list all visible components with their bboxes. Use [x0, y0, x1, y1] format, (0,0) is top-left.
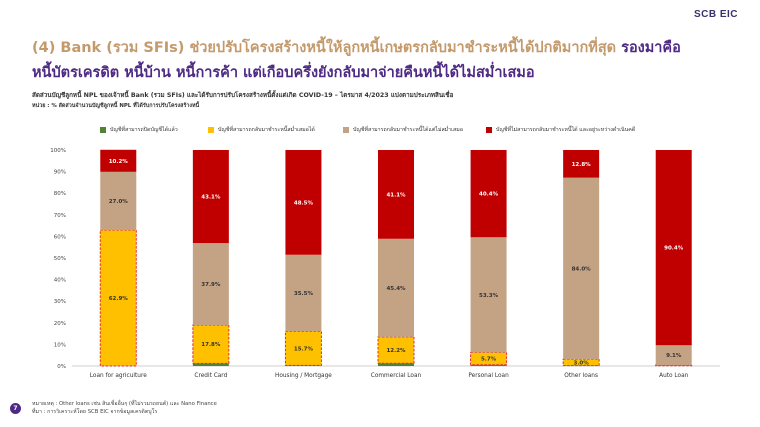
bar-segment	[655, 150, 692, 346]
bar-segment	[285, 365, 322, 366]
bar-segment	[100, 171, 137, 231]
bar-segment	[285, 331, 322, 366]
legend-label-regular: บัญชีที่สามารถกลับมาชำระหนี้สม่ำเสมอได้	[218, 127, 315, 133]
data-label: 45.4%	[386, 286, 406, 292]
data-label: 10.2%	[109, 159, 129, 165]
y-tick-label: 100%	[50, 148, 66, 154]
bar-segment	[470, 150, 507, 238]
x-tick-label: Personal Loan	[468, 373, 509, 379]
chart-subtitle: สัดส่วนบัญชีลูกหนี้ NPL ของเจ้าหนี้ Bank…	[32, 92, 454, 99]
legend-swatch-regular	[208, 127, 214, 133]
data-label: 17.8%	[201, 342, 221, 348]
chart-legend: บัญชีที่สามารถปิดบัญชีได้แล้ว บัญชีที่สา…	[100, 126, 686, 134]
y-tick-label: 0%	[57, 364, 66, 370]
bar-segment	[378, 150, 414, 239]
bar-segment	[470, 352, 507, 365]
y-tick-label: 60%	[54, 234, 66, 240]
x-tick-label: Loan for agriculture	[90, 373, 147, 379]
footer-source: ที่มา : การวิเคราะห์โดย SCB EIC จากข้อมู…	[32, 409, 158, 415]
y-tick-label: 30%	[54, 299, 66, 305]
legend-swatch-default	[486, 127, 492, 133]
bar-segment	[285, 150, 322, 255]
y-tick-label: 40%	[54, 278, 66, 284]
chart-unit: หน่วย : % สัดส่วนจำนวนบัญชีลูกหนี้ NPL ท…	[32, 103, 200, 109]
legend-label-closed: บัญชีที่สามารถปิดบัญชีได้แล้ว	[110, 127, 178, 133]
data-label: 35.5%	[294, 291, 314, 297]
bar-segment	[100, 149, 137, 172]
data-label: 12.2%	[386, 348, 406, 354]
y-tick-label: 50%	[54, 256, 66, 262]
x-tick-label: Housing / Mortgage	[275, 373, 332, 379]
legend-swatch-irregular	[343, 127, 349, 133]
x-tick-label: Commercial Loan	[371, 373, 422, 379]
bar-segment	[470, 364, 507, 366]
bar-highlight-outline	[99, 229, 137, 367]
data-label: 53.3%	[479, 293, 499, 299]
bar-segment	[192, 150, 229, 244]
page-title: (4) Bank (รวม SFIs) ช่วยปรับโครงสร้างหนี…	[32, 36, 732, 86]
footer: หมายเหตุ : Other loans เช่น สินเชื่ออื่น…	[32, 400, 217, 416]
bar-segment	[378, 363, 414, 366]
title-highlight-2: หนี้บัตรเครดิต หนี้บ้าน หนี้การค้า แต่เก…	[32, 65, 535, 81]
bar-segment	[563, 359, 600, 366]
x-tick-label: Other loans	[564, 373, 598, 379]
x-tick-label: Credit Card	[194, 373, 227, 379]
data-label: 9.1%	[666, 353, 682, 359]
brand-logo: SCB EIC	[693, 9, 738, 20]
bar-segment	[563, 177, 600, 360]
data-label: 5.7%	[481, 357, 497, 363]
legend-swatch-closed	[100, 127, 106, 133]
bar-segment	[192, 243, 229, 325]
data-label: 40.4%	[479, 192, 499, 198]
x-tick-label: Auto Loan	[659, 373, 689, 379]
data-label: 12.8%	[572, 162, 592, 168]
data-label: 62.9%	[109, 296, 129, 302]
bar-segment	[655, 345, 692, 365]
title-main: (4) Bank (รวม SFIs) ช่วยปรับโครงสร้างหนี…	[32, 40, 622, 56]
data-label: 43.1%	[201, 195, 221, 201]
legend-label-default: บัญชีที่ไม่สามารถกลับมาชำระหนี้ได้ และอย…	[496, 127, 636, 133]
bar-segment	[470, 237, 507, 353]
y-tick-label: 20%	[54, 321, 66, 327]
legend-item-closed: บัญชีที่สามารถปิดบัญชีได้แล้ว	[100, 126, 208, 134]
legend-item-default: บัญชีที่ไม่สามารถกลับมาชำระหนี้ได้ และอย…	[486, 126, 686, 134]
footer-note: หมายเหตุ : Other loans เช่น สินเชื่ออื่น…	[32, 401, 217, 407]
data-label: 37.9%	[201, 282, 221, 288]
data-label: 15.7%	[294, 346, 314, 352]
bar-segment	[285, 254, 322, 332]
data-label: 3.0%	[574, 360, 590, 366]
y-tick-label: 10%	[54, 342, 66, 348]
y-tick-label: 90%	[54, 170, 66, 176]
bar-segment	[378, 336, 414, 364]
data-label: 27.0%	[109, 199, 129, 205]
legend-item-regular: บัญชีที่สามารถกลับมาชำระหนี้สม่ำเสมอได้	[208, 126, 343, 134]
bar-segment	[192, 363, 229, 366]
bar-segment	[192, 324, 229, 364]
data-label: 84.0%	[572, 266, 592, 272]
legend-label-irregular: บัญชีที่สามารถกลับมาชำระหนี้ได้แต่ไม่สม่…	[353, 127, 463, 133]
data-label: 90.4%	[664, 246, 684, 252]
data-label: 41.1%	[386, 192, 406, 198]
bar-segment	[563, 150, 600, 178]
legend-item-irregular: บัญชีที่สามารถกลับมาชำระหนี้ได้แต่ไม่สม่…	[343, 126, 486, 134]
y-tick-label: 80%	[54, 191, 66, 197]
bar-segment	[100, 230, 137, 366]
data-label: 48.5%	[294, 200, 314, 206]
title-highlight-1: รองมาคือ	[621, 40, 681, 56]
y-tick-label: 70%	[54, 213, 66, 219]
page-number: 7	[10, 403, 21, 414]
bar-segment	[378, 238, 414, 337]
